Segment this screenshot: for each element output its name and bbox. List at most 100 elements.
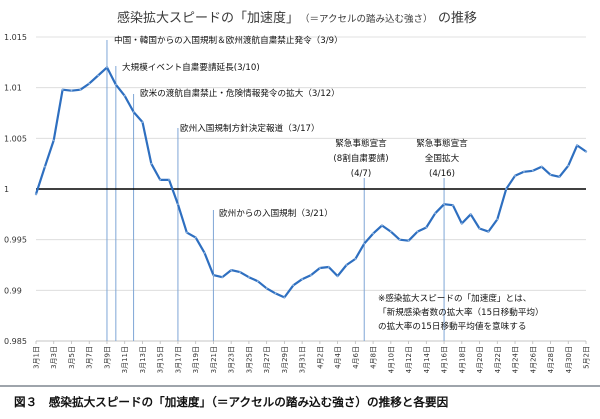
data-point (79, 88, 82, 91)
data-point (407, 239, 410, 242)
data-point (496, 218, 499, 221)
data-point (381, 224, 383, 227)
data-point (159, 178, 162, 181)
data-point (336, 275, 339, 278)
data-point (88, 82, 91, 85)
data-point (292, 284, 295, 287)
x-tick-label: 4月2日 (316, 346, 324, 369)
event-annotations: 中国・韓国からの入国規制＆欧州渡航自粛禁止発令（3/9） 大規模イベント自粛要請延… (114, 34, 468, 219)
data-point (576, 144, 579, 147)
x-tick-label: 4月6日 (352, 346, 360, 369)
x-tick-label: 4月28日 (547, 346, 555, 373)
data-point (150, 162, 153, 165)
data-point (212, 274, 215, 277)
y-tick-label: 0.995 (4, 236, 27, 245)
event-annotation: 緊急事態宣言 (335, 137, 387, 149)
event-annotation: 全国拡大 (425, 152, 460, 164)
data-point (265, 287, 268, 290)
chart-title-parenthetical: （＝アクセルの踏み込む強さ） (300, 13, 433, 25)
data-point (540, 165, 543, 168)
data-point (443, 203, 445, 206)
series-path (34, 66, 588, 299)
x-tick-label: 4月22日 (494, 346, 502, 373)
x-tick-label: 4月10日 (387, 346, 395, 373)
x-tick-label: 3月11日 (121, 346, 129, 373)
data-point (230, 269, 233, 271)
data-point (239, 271, 241, 273)
data-point (194, 236, 197, 239)
data-point (70, 89, 73, 92)
y-tick-label: 1.005 (4, 134, 27, 143)
data-point (585, 150, 587, 153)
x-tick-label: 3月25日 (245, 346, 253, 373)
note-line-1: ※感染拡大スピードの「加速度」とは、 (378, 292, 531, 304)
data-point (354, 258, 357, 260)
data-point (106, 66, 108, 69)
data-point (514, 174, 516, 177)
chart-title: 感染拡大スピードの「加速度」 (117, 10, 299, 26)
data-point (345, 264, 348, 266)
x-tick-label: 4月18日 (458, 346, 466, 373)
x-tick-label: 3月29日 (281, 346, 289, 373)
x-tick-label: 3月15日 (157, 346, 165, 373)
x-tick-label: 3月31日 (299, 346, 307, 373)
data-point (203, 251, 206, 254)
data-point (460, 222, 463, 225)
event-annotation: (4/7) (351, 169, 372, 179)
x-tick-label: 4月26日 (529, 346, 537, 373)
event-annotation: 欧州入国規制方針決定報道（3/17） (180, 122, 320, 134)
data-point (132, 111, 135, 113)
data-point (221, 276, 224, 279)
x-tick-label: 4月14日 (423, 346, 431, 373)
data-point (398, 238, 401, 241)
data-point (97, 74, 99, 77)
data-point (452, 204, 454, 207)
data-point (363, 242, 366, 245)
data-point (256, 280, 259, 283)
data-point (123, 94, 126, 97)
x-tick-label: 4月16日 (441, 346, 449, 373)
data-point (185, 231, 188, 234)
event-annotation: 欧州からの入国規制（3/21） (219, 207, 333, 219)
data-point (248, 276, 250, 279)
note-line-2: 「新規感染者数の拡大率（15日移動平均） (378, 306, 544, 318)
data-point (478, 227, 481, 230)
y-tick-label: 1.01 (4, 84, 22, 93)
x-tick-label: 3月21日 (210, 346, 218, 373)
data-point (425, 226, 428, 229)
event-annotation: 大規模イベント自粛要請延長(3/10) (122, 61, 260, 73)
x-tick-label: 4月4日 (334, 346, 342, 369)
data-point (558, 175, 561, 178)
data-point (318, 267, 321, 269)
data-point (434, 212, 437, 215)
x-tick-label: 4月30日 (565, 346, 573, 373)
event-annotation: (8割自粛要請) (333, 152, 388, 164)
y-tick-label: 1.015 (4, 33, 27, 42)
data-point (168, 178, 170, 181)
y-tick-label: 1 (4, 185, 9, 194)
y-tick-label: 0.99 (4, 286, 22, 295)
data-point (61, 88, 64, 91)
note-line-3: の拡大率の15日移動平均値を意味する (378, 320, 526, 332)
figure-caption: 図３ 感染拡大スピードの「加速度」（＝アクセルの踏み込む強さ）の推移と各要因 (14, 395, 448, 409)
event-annotation: 中国・韓国からの入国規制＆欧州渡航自粛禁止発令（3/9） (114, 34, 343, 46)
data-point (141, 121, 144, 124)
x-tick-label: 3月1日 (33, 346, 41, 369)
data-point (469, 213, 472, 216)
x-tick-label: 4月20日 (476, 346, 484, 373)
x-tick-label: 3月17日 (174, 346, 182, 373)
data-point (523, 170, 525, 173)
data-point (310, 274, 312, 277)
series-line (34, 66, 588, 299)
data-point (505, 188, 508, 190)
data-point (283, 296, 286, 299)
y-axis: 0.985 0.99 0.995 1 1.005 1.01 1.015 (4, 33, 27, 346)
x-tick-label: 3月7日 (86, 346, 94, 369)
x-tick-label: 3月23日 (228, 346, 236, 373)
data-point (114, 83, 117, 86)
data-point (567, 164, 570, 167)
data-point (372, 232, 374, 235)
data-point (416, 230, 419, 233)
data-point (531, 169, 534, 172)
